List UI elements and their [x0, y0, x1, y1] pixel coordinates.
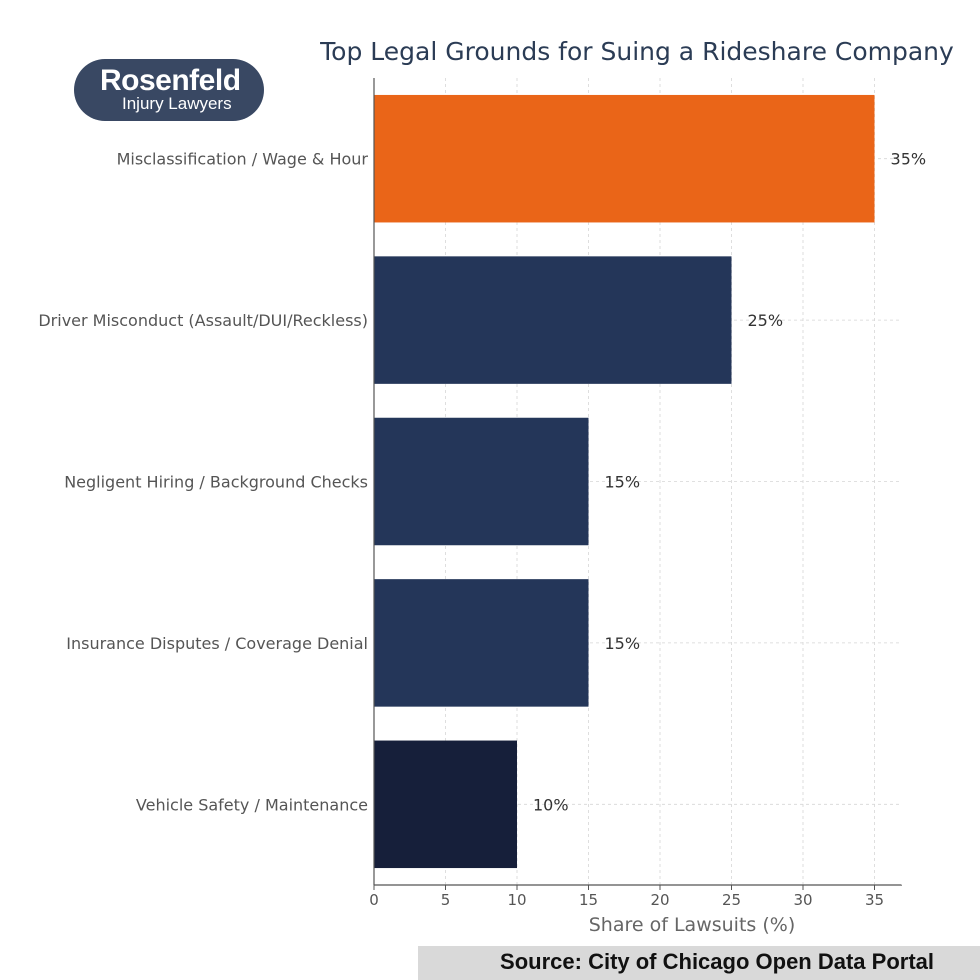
logo-subtitle: Injury Lawyers [122, 94, 232, 113]
bar-value-label: 35% [891, 150, 927, 169]
bar [374, 579, 589, 707]
bar-value-label: 15% [605, 634, 641, 653]
bar [374, 256, 732, 384]
value-labels: 35% 25% 15% 15% 10% [533, 150, 926, 815]
x-tick-label: 30 [793, 891, 812, 909]
logo-badge: Rosenfeld Injury Lawyers [74, 59, 264, 121]
logo-brand: Rosenfeld [100, 64, 241, 97]
chart-title: Top Legal Grounds for Suing a Rideshare … [319, 37, 954, 66]
category-label: Insurance Disputes / Coverage Denial [66, 634, 368, 653]
category-label: Vehicle Safety / Maintenance [136, 795, 368, 814]
bar-value-label: 10% [533, 795, 569, 814]
category-labels: Misclassification / Wage & Hour Driver Mi… [38, 150, 368, 815]
x-tick-label: 20 [650, 891, 669, 909]
x-tick-label: 25 [722, 891, 741, 909]
bar-chart: Top Legal Grounds for Suing a Rideshare … [38, 37, 954, 936]
bars [374, 94, 875, 869]
category-label: Negligent Hiring / Background Checks [64, 473, 368, 492]
source-banner: Source: City of Chicago Open Data Portal [418, 946, 980, 980]
x-tick-label: 15 [579, 891, 598, 909]
x-tick-label: 35 [865, 891, 884, 909]
source-text: Source: City of Chicago Open Data Portal [500, 949, 934, 974]
x-tick-label: 10 [507, 891, 526, 909]
bar-value-label: 25% [748, 311, 784, 330]
x-tick-label: 5 [441, 891, 451, 909]
bar-value-label: 15% [605, 473, 641, 492]
category-label: Misclassification / Wage & Hour [117, 150, 369, 169]
bar [374, 740, 517, 869]
x-tick-label: 0 [369, 891, 379, 909]
bar [374, 94, 875, 223]
bar [374, 417, 589, 546]
x-ticks: 0 5 10 15 20 25 30 35 [369, 885, 884, 909]
category-label: Driver Misconduct (Assault/DUI/Reckless) [38, 311, 368, 330]
x-axis-label: Share of Lawsuits (%) [589, 914, 795, 936]
